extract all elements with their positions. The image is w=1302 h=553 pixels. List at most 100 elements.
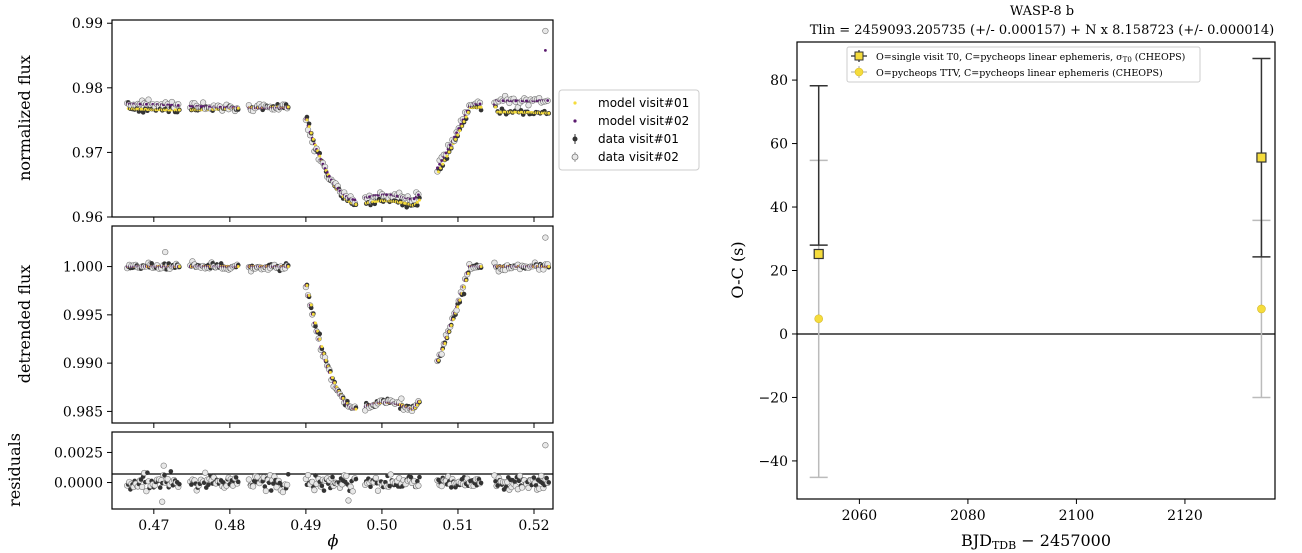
data-visit01-point bbox=[177, 481, 182, 487]
model-visit01-point bbox=[307, 293, 311, 297]
ytick-label: 0.990 bbox=[63, 356, 103, 372]
data-visit02-point bbox=[202, 469, 209, 476]
data-visit01-point bbox=[478, 480, 484, 486]
data-visit01-point bbox=[415, 478, 420, 484]
data-visit02-point bbox=[250, 483, 257, 490]
model-visit01-point bbox=[479, 105, 483, 109]
model-visit01-point bbox=[286, 105, 290, 109]
data-visit02-point bbox=[519, 484, 526, 491]
data-visit02-point bbox=[159, 498, 166, 505]
data-visit01-point bbox=[285, 471, 291, 477]
model-visit01-point bbox=[333, 381, 337, 385]
model-visit01-point bbox=[445, 154, 449, 158]
model-visit01-point bbox=[447, 150, 451, 154]
model-visit01-point bbox=[318, 337, 322, 341]
data-visit01-point bbox=[417, 195, 422, 201]
model-visit01-point bbox=[513, 110, 517, 114]
data-visit02-point bbox=[415, 482, 422, 489]
model-visit02-point bbox=[478, 102, 482, 106]
model-visit02-point bbox=[176, 103, 180, 107]
model-visit01-point bbox=[307, 125, 311, 129]
data-visit01-point bbox=[313, 324, 318, 329]
data-visit01-point bbox=[444, 156, 450, 161]
model-visit01-point bbox=[458, 298, 462, 302]
oc-single-point bbox=[1256, 152, 1267, 163]
panel1-points bbox=[124, 27, 552, 210]
oc-legend-box bbox=[846, 46, 1201, 83]
data-visit02-point bbox=[262, 487, 269, 495]
model-visit01-point bbox=[466, 110, 470, 114]
data-visit01-point bbox=[162, 472, 167, 478]
data-visit01-point bbox=[271, 481, 276, 486]
model-visit02-point bbox=[448, 143, 452, 147]
data-visit02-point bbox=[525, 102, 532, 109]
data-visit01-point bbox=[140, 110, 146, 115]
model-visit01-point bbox=[494, 105, 498, 109]
model-visit01-point bbox=[458, 129, 462, 133]
model-visit02-point bbox=[199, 105, 203, 108]
model-visit02-point bbox=[501, 99, 505, 103]
model-visit02-point bbox=[438, 162, 441, 166]
model-visit01-point bbox=[305, 118, 309, 122]
model-visit01-point bbox=[341, 396, 345, 400]
data-visit02-point bbox=[516, 472, 524, 479]
model-visit01-point bbox=[447, 330, 451, 334]
data-visit02-point bbox=[538, 472, 545, 479]
model-visit02-point bbox=[325, 171, 329, 174]
model-visit01-point bbox=[449, 146, 453, 150]
model-visit02-point bbox=[368, 195, 371, 199]
model-visit02-point bbox=[514, 99, 518, 103]
data-visit02-point bbox=[145, 96, 152, 103]
oc-subtitle: Tlin = 2459093.205735 (+/- 0.000157) + N… bbox=[810, 23, 1275, 38]
oc-xticks: 2060 2080 2100 2120 bbox=[842, 499, 1203, 524]
xtick-label: 2060 bbox=[842, 508, 878, 524]
data-visit02-point bbox=[164, 475, 171, 483]
model-visit02-point bbox=[138, 102, 142, 106]
model-visit01-point bbox=[309, 131, 313, 135]
data-visit01-point bbox=[189, 482, 194, 487]
model-visit02-point bbox=[417, 193, 420, 197]
data-visit02-point bbox=[143, 488, 150, 495]
panel3-points bbox=[124, 442, 552, 505]
legend-model-visit02: model visit#02 bbox=[598, 114, 689, 128]
model-visit01-point bbox=[479, 265, 483, 269]
panel2-frame bbox=[111, 225, 554, 424]
ytick-label: 0.0000 bbox=[54, 476, 103, 492]
model-visit01-point bbox=[417, 198, 421, 202]
model-visit01-point bbox=[441, 347, 445, 351]
legend-marker-data-visit01 bbox=[572, 136, 578, 142]
model-visit01-point bbox=[177, 108, 181, 112]
data-visit01-point bbox=[415, 203, 420, 208]
model-visit01-point bbox=[417, 400, 421, 404]
data-visit01-point bbox=[478, 107, 484, 113]
xtick-label: 0.47 bbox=[138, 518, 169, 534]
panel1-xticks bbox=[153, 217, 535, 222]
oc-single-point bbox=[813, 248, 824, 260]
panel-detrended-flux: 0.985 0.990 0.995 1.000 detrended flux bbox=[15, 225, 554, 428]
data-visit02-point bbox=[542, 234, 549, 241]
model-visit01-point bbox=[451, 317, 455, 321]
ytick-label: 40 bbox=[770, 200, 788, 216]
panel2-points bbox=[124, 234, 552, 415]
model-visit01-point bbox=[477, 105, 481, 109]
legend-data-visit02: data visit#02 bbox=[598, 150, 679, 164]
data-visit02-point bbox=[279, 489, 287, 496]
panel-residuals: 0.0000 0.0025 0.47 0.48 0.49 0.50 0.51 0.52 re… bbox=[5, 431, 554, 550]
oc-legend-single-visit: O=single visit T0, C=pycheops linear eph… bbox=[876, 52, 1185, 64]
model-visit02-point bbox=[455, 131, 458, 135]
xtick-label: 0.49 bbox=[290, 518, 321, 534]
data-visit01-point bbox=[268, 488, 274, 493]
ytick-label: 0.985 bbox=[63, 404, 103, 420]
data-visit02-point bbox=[284, 481, 291, 488]
legend-model-visit01: model visit#01 bbox=[598, 96, 689, 110]
data-visit01-point bbox=[493, 478, 498, 484]
model-visit01-point bbox=[236, 106, 240, 110]
data-visit01-point bbox=[546, 480, 552, 485]
panel3-ylabel: residuals bbox=[5, 433, 24, 507]
data-visit02-point bbox=[254, 473, 261, 481]
model-visit01-point bbox=[309, 303, 313, 307]
model-visit01-point bbox=[454, 137, 458, 141]
legend-data-visit01: data visit#01 bbox=[598, 132, 679, 146]
model-visit02-point bbox=[543, 48, 547, 52]
data-visit02-point bbox=[453, 307, 460, 314]
